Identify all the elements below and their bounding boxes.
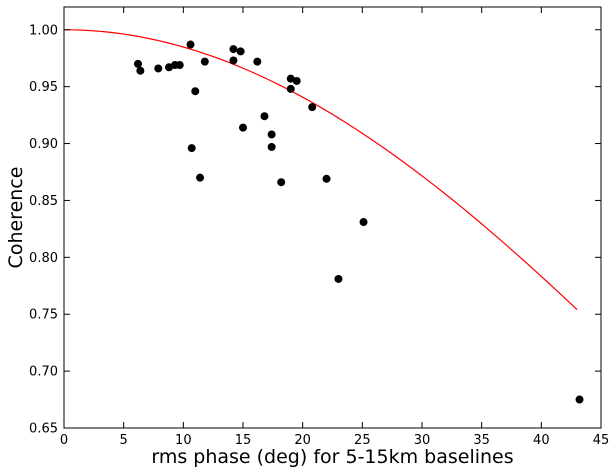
y-tick-label: 0.65	[29, 422, 58, 437]
fit-curve	[63, 29, 578, 311]
data-point	[322, 174, 331, 183]
x-tick-label: 35	[473, 433, 490, 448]
y-axis-ticks: 0.65 0.70 0.75 0.80 0.85 0.90 0.95 1.00	[29, 23, 601, 437]
x-tick-label: 40	[533, 433, 550, 448]
data-point	[154, 64, 163, 73]
data-point	[196, 173, 205, 182]
y-tick-label: 0.75	[29, 308, 58, 323]
data-point	[359, 218, 368, 227]
data-point	[253, 57, 262, 66]
data-point	[191, 87, 200, 96]
data-point	[136, 66, 145, 75]
x-axis-label: rms phase (deg) for 5-15km baselines	[151, 446, 513, 468]
plot-frame	[63, 6, 602, 429]
x-tick-label: 5	[120, 433, 128, 448]
x-tick-label: 10	[175, 433, 192, 448]
data-point	[277, 178, 286, 187]
data-point	[186, 40, 195, 49]
y-tick-label: 1.00	[29, 23, 58, 38]
y-tick-label: 0.70	[29, 365, 58, 380]
data-point	[267, 142, 276, 151]
data-point	[229, 56, 238, 65]
data-point	[308, 103, 317, 112]
x-tick-label: 20	[294, 433, 311, 448]
data-point	[267, 130, 276, 139]
data-point	[260, 112, 269, 121]
x-tick-label: 45	[593, 433, 610, 448]
data-point	[175, 61, 184, 70]
data-point	[239, 123, 247, 132]
data-point	[229, 45, 238, 54]
data-point	[187, 144, 196, 153]
x-tick-label: 30	[414, 433, 431, 448]
x-tick-label: 25	[354, 433, 371, 448]
y-tick-label: 0.85	[29, 194, 58, 209]
y-tick-label: 0.80	[29, 251, 58, 266]
plot-area	[63, 6, 602, 429]
fit-curve-layer	[63, 29, 578, 311]
data-point	[200, 57, 209, 66]
y-axis-label: Coherence	[5, 167, 27, 269]
data-point	[286, 84, 295, 93]
data-points-layer	[133, 40, 584, 404]
data-point	[292, 76, 301, 85]
y-tick-label: 0.95	[29, 80, 58, 95]
y-tick-label: 0.90	[29, 137, 58, 152]
data-point	[133, 59, 142, 68]
data-point	[236, 47, 245, 56]
x-tick-label: 0	[60, 433, 68, 448]
data-point	[575, 395, 584, 404]
x-axis-ticks: 0 5 10 15 20 25 30 35 40 45	[60, 7, 609, 448]
data-point	[334, 274, 343, 283]
x-tick-label: 15	[235, 433, 252, 448]
